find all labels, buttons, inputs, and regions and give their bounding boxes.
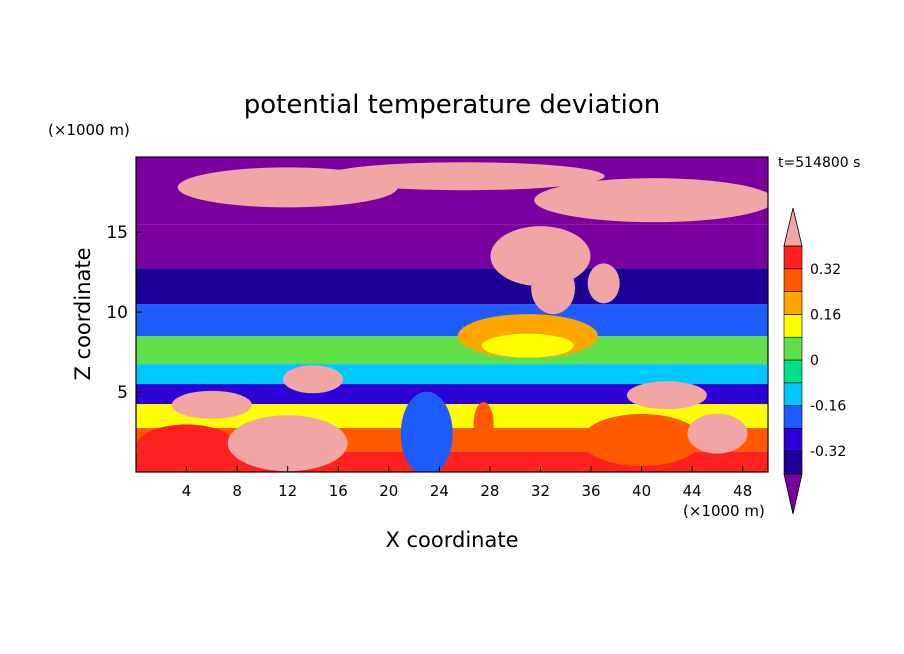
x-tick-label: 40 <box>632 482 651 500</box>
contour-region <box>136 424 237 469</box>
contour-region <box>324 162 605 191</box>
contour-region <box>227 415 348 472</box>
contour-region <box>587 263 620 304</box>
y-unit-label: (×1000 m) <box>48 121 130 139</box>
contour-region <box>626 381 707 410</box>
x-tick-label: 44 <box>683 482 702 500</box>
colorbar: 0.32 0.16 0 -0.16 -0.32 <box>783 207 846 515</box>
x-tick-label: 20 <box>379 482 398 500</box>
colorbar-tick-label: 0.32 <box>810 262 841 278</box>
contour-band <box>136 364 768 385</box>
colorbar-box <box>783 428 803 452</box>
colorbar-over-triangle <box>783 207 803 247</box>
colorbar-under-triangle <box>783 473 803 515</box>
x-tick-label: 32 <box>531 482 550 500</box>
contour-region <box>687 413 748 454</box>
x-tick-label: 24 <box>430 482 449 500</box>
colorbar-box <box>783 382 803 406</box>
colorbar-box <box>783 405 803 429</box>
colorbar-tick-label: -0.16 <box>810 399 846 415</box>
colorbar-tick-label: 0 <box>810 353 819 369</box>
colorbar-box <box>783 336 803 361</box>
x-tick-label: 12 <box>278 482 297 500</box>
contour-region <box>581 414 702 467</box>
colorbar-box <box>783 314 803 338</box>
contour-region <box>534 178 768 223</box>
x-tick-label: 28 <box>480 482 499 500</box>
colorbar-tick-label: 0.16 <box>810 307 841 323</box>
contour-region <box>282 365 343 394</box>
x-axis: 4 8 12 16 20 24 28 32 36 40 44 48 <box>182 466 752 500</box>
x-tick-label: 8 <box>232 482 242 500</box>
plot-frame <box>135 156 769 473</box>
contour-features <box>136 162 768 472</box>
y-tick-label: 15 <box>106 223 128 243</box>
y-axis: 5 10 15 <box>106 223 142 403</box>
contour-band <box>136 268 768 305</box>
contour-region <box>400 391 453 472</box>
contour-band <box>136 224 768 269</box>
time-label: t=514800 s <box>778 155 860 171</box>
contour-region <box>473 402 494 447</box>
x-tick-label: 4 <box>182 482 192 500</box>
contour-band <box>136 304 768 337</box>
contour-band <box>136 336 768 365</box>
colorbar-box <box>783 291 803 315</box>
colorbar-box <box>783 268 803 292</box>
contour-region <box>531 262 576 315</box>
contour-region <box>171 390 252 419</box>
plot-area <box>136 157 768 472</box>
colorbar-box <box>783 245 803 270</box>
y-axis-title: Z coordinate <box>71 247 95 380</box>
x-axis-title: X coordinate <box>385 528 518 552</box>
y-tick-label: 10 <box>106 303 128 323</box>
x-tick-label: 36 <box>581 482 600 500</box>
colorbar-tick-label: -0.32 <box>810 444 846 460</box>
colorbar-box <box>783 450 803 475</box>
x-unit-label: (×1000 m) <box>683 502 765 520</box>
chart-title: potential temperature deviation <box>244 90 660 120</box>
y-tick-label: 5 <box>117 383 128 403</box>
colorbar-box <box>783 359 803 384</box>
contour-region <box>481 333 574 358</box>
x-tick-label: 48 <box>733 482 752 500</box>
x-tick-label: 16 <box>329 482 348 500</box>
